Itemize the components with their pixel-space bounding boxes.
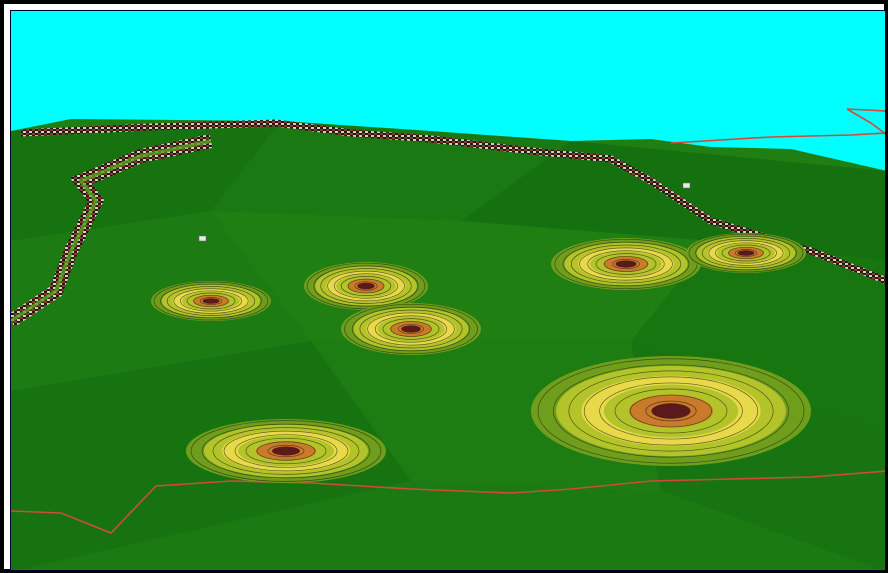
contour-line <box>313 265 419 307</box>
contour-line <box>186 292 236 310</box>
contour-line <box>351 306 471 352</box>
contour-line <box>245 437 327 465</box>
contour-line <box>340 276 392 296</box>
contour-line <box>708 240 784 266</box>
map-marker[interactable] <box>198 235 207 242</box>
contour-line <box>568 370 774 452</box>
contour-line <box>359 309 463 349</box>
contour-line <box>603 256 649 272</box>
contour-line <box>382 318 440 340</box>
contour-line <box>728 246 764 260</box>
map-markers <box>198 182 691 242</box>
ridge-lines <box>11 119 885 327</box>
contour-ring <box>357 282 375 290</box>
contour-line <box>579 247 673 281</box>
contour-ring <box>615 260 637 268</box>
contour-line <box>583 376 759 446</box>
contour-line <box>587 250 665 278</box>
contour-line <box>721 244 771 262</box>
contour-line <box>153 281 269 321</box>
contour-peak <box>304 262 428 310</box>
contour-line <box>223 430 349 472</box>
contour-line <box>173 288 249 314</box>
contour-line <box>267 444 305 458</box>
contour-line <box>537 358 805 464</box>
contour-line <box>367 312 455 346</box>
contour-line <box>374 315 448 343</box>
contour-line <box>390 321 432 337</box>
contour-line <box>234 434 338 468</box>
contour-line <box>160 283 262 319</box>
contour-line <box>256 441 316 461</box>
contour-line <box>734 249 758 257</box>
contour-ring <box>401 325 421 333</box>
contour-line <box>701 238 791 268</box>
contour-ring <box>202 298 220 304</box>
contour-ring <box>737 250 755 256</box>
contour-peak <box>341 303 481 355</box>
contour-line <box>199 297 223 305</box>
contour-line <box>327 270 405 302</box>
terrain-scene <box>11 11 885 570</box>
contour-line <box>180 290 242 312</box>
contour-line <box>688 233 804 273</box>
contour-line <box>398 323 424 335</box>
contour-line <box>570 244 682 284</box>
contour-peak <box>186 419 386 483</box>
contour-peak <box>686 233 806 273</box>
contour-line <box>306 262 426 310</box>
contour-line <box>562 241 690 287</box>
contour-ring <box>651 403 691 419</box>
contour-ring <box>272 446 300 456</box>
contour-line <box>347 278 385 294</box>
contour-line <box>612 258 640 270</box>
contour-peak <box>151 281 271 321</box>
contour-line <box>553 364 789 458</box>
contour-peak <box>551 238 701 290</box>
contour-line <box>599 382 743 440</box>
map-marker[interactable] <box>682 182 691 189</box>
contour-peak <box>531 356 811 466</box>
contour-line <box>320 268 412 304</box>
contour-line <box>212 427 360 475</box>
contour-line <box>715 242 777 264</box>
contour-line <box>614 388 728 434</box>
contour-line <box>595 253 657 275</box>
contour-line <box>334 273 398 299</box>
contour-line <box>201 423 371 479</box>
terrain-viewport[interactable] <box>10 10 886 571</box>
contour-peaks <box>151 233 811 483</box>
contour-line <box>354 281 378 291</box>
boundary-lines <box>11 108 885 534</box>
contour-line <box>695 235 797 271</box>
contour-line <box>166 286 256 316</box>
contour-line <box>630 394 712 428</box>
contour-line <box>344 303 478 355</box>
contour-line <box>645 400 697 422</box>
contour-line <box>190 420 382 482</box>
contour-line <box>193 294 229 308</box>
